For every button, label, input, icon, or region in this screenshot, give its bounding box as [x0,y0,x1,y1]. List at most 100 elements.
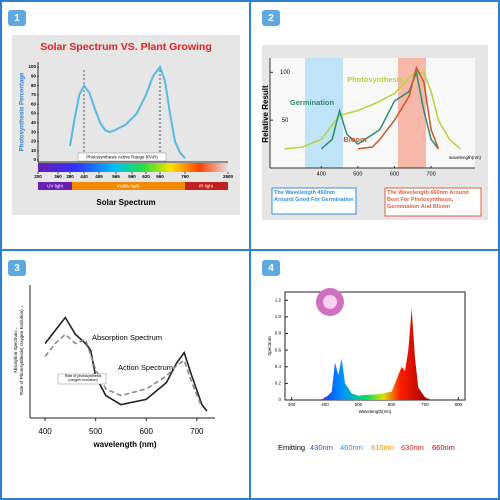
callout-text: The Wavelength 660nm Around Best For Pho… [387,190,469,210]
x-axis-label: Wavelength(nm) [359,409,392,414]
y-tick-label: 60 [31,101,37,106]
annotation-box [77,152,167,162]
band-label: UV light [47,184,64,189]
callout: The Wavelength 450nm Around Good For Ger… [274,190,354,203]
panel-number: 1 [14,13,20,24]
x-axis-label: Solar Spectrum [96,198,155,207]
series-line [320,69,439,150]
legend-title: Emitting [278,443,305,452]
y-tick-label: 10 [31,148,37,153]
callout-box [271,187,357,215]
y-axis-label: Spectrum [267,336,272,356]
y-tick-label: 40 [31,120,37,125]
series-label: Photosynthesis [347,75,403,84]
y-axis-label: Relative Result [261,85,270,143]
series-label: Absorption Spectrum [92,333,162,342]
x-axis-label: wavelength (nm) [92,440,156,449]
band-label: IR light [199,184,214,189]
legend-entry: 610nm [371,443,394,452]
annotation-text: Rate of photosynthesis (oxygen evolution… [64,374,102,383]
legend-entry: 430nm [310,443,333,452]
annotation-box [57,373,107,385]
series-line [69,64,186,159]
panel-badge [8,10,26,26]
x-tick-label: 500 [353,171,362,177]
series-line [44,316,208,412]
y-tick-label: 70 [31,92,37,97]
x-tick-label: 400 [38,427,52,436]
x-tick-label: 500 [89,427,103,436]
legend-entry: 460nm [340,443,363,452]
panel-number: 3 [14,263,20,274]
x-tick-label: 2500 [223,174,234,179]
y-tick-label: 0 [33,157,36,162]
annotation: Rate of photosynthesis (oxygen evolution… [64,374,102,383]
plot-frame [284,291,466,401]
visible-band [72,182,185,190]
x-tick-label: 200 [34,174,42,179]
annotation: Photosynthesis Active Range (PAR) [86,155,158,160]
y-tick-label: 0.2 [275,381,282,386]
series-label: Action Spectrum [118,363,173,372]
y-tick-label: 50 [282,118,289,124]
panel-number: 2 [268,13,274,24]
x-tick-label: 590 [128,174,136,179]
x-tick-label: 600 [390,171,399,177]
y-tick-label: 30 [31,129,37,134]
x-tick-label: 620 [142,174,150,179]
legend-entry: 660nm [432,443,455,452]
callout-box [384,187,482,217]
band-label: Visible light [117,184,140,189]
plot-bg [270,58,475,168]
x-tick-label: 380 [66,174,74,179]
x-tick-label: 800 [455,402,463,407]
x-tick-label: 600 [388,402,396,407]
chart-title: Solar Spectrum VS. Plant Growing [40,41,212,53]
callout-text: The Wavelength 450nm Around Good For Ger… [274,190,354,203]
x-tick-label: 700 [421,402,429,407]
highlight-band [305,58,343,168]
x-tick-label: 565 [112,174,120,179]
y-tick-label: 50 [31,111,37,116]
x-tick-label: 500 [355,402,363,407]
uv-band [38,182,72,190]
x-tick-label: 600 [140,427,154,436]
x-tick-label: 700 [426,171,435,177]
series-label: Bloom [343,135,367,144]
x-tick-label: 700 [190,427,204,436]
y-axis-label: Absorption Spectrum→ [13,327,18,374]
panel-badge [262,10,280,26]
series-label: Germination [290,98,335,107]
y-tick-label: 0.4 [275,364,282,369]
y-tick-label: 100 [280,70,291,76]
series-line [284,71,461,150]
panel-badge [8,260,26,276]
panel-number: 4 [268,263,274,274]
y-axis-label: Rate of Photosynthesis( Oxygen Evolution… [19,305,24,395]
series-line [357,65,440,150]
legend-entry: 630nm [401,443,424,452]
y-tick-label: 0.6 [275,347,282,352]
ir-band [185,182,228,190]
x-axis-label: wavelength(nm) [449,155,482,160]
y-tick-label: 20 [31,139,37,144]
bulb-icon [323,295,337,309]
spectrum-bar [38,163,228,172]
x-tick-label: 440 [80,174,88,179]
y-tick-label: 0.8 [275,331,282,336]
x-tick-label: 495 [95,174,103,179]
x-tick-label: 400 [321,402,329,407]
y-tick-label: 90 [31,73,37,78]
x-tick-label: 360 [54,174,62,179]
x-tick-label: 300 [288,402,296,407]
series-line [44,333,203,408]
y-tick-label: 100 [28,64,36,69]
x-tick-label: 400 [317,171,326,177]
y-tick-label: 1.0 [275,314,282,319]
x-tick-label: 660 [156,174,164,179]
callout: The Wavelength 660nm Around Best For Pho… [387,190,469,210]
y-tick-label: 1.2 [275,297,282,302]
y-tick-label: 0 [278,397,281,402]
x-tick-label: 760 [181,174,189,179]
